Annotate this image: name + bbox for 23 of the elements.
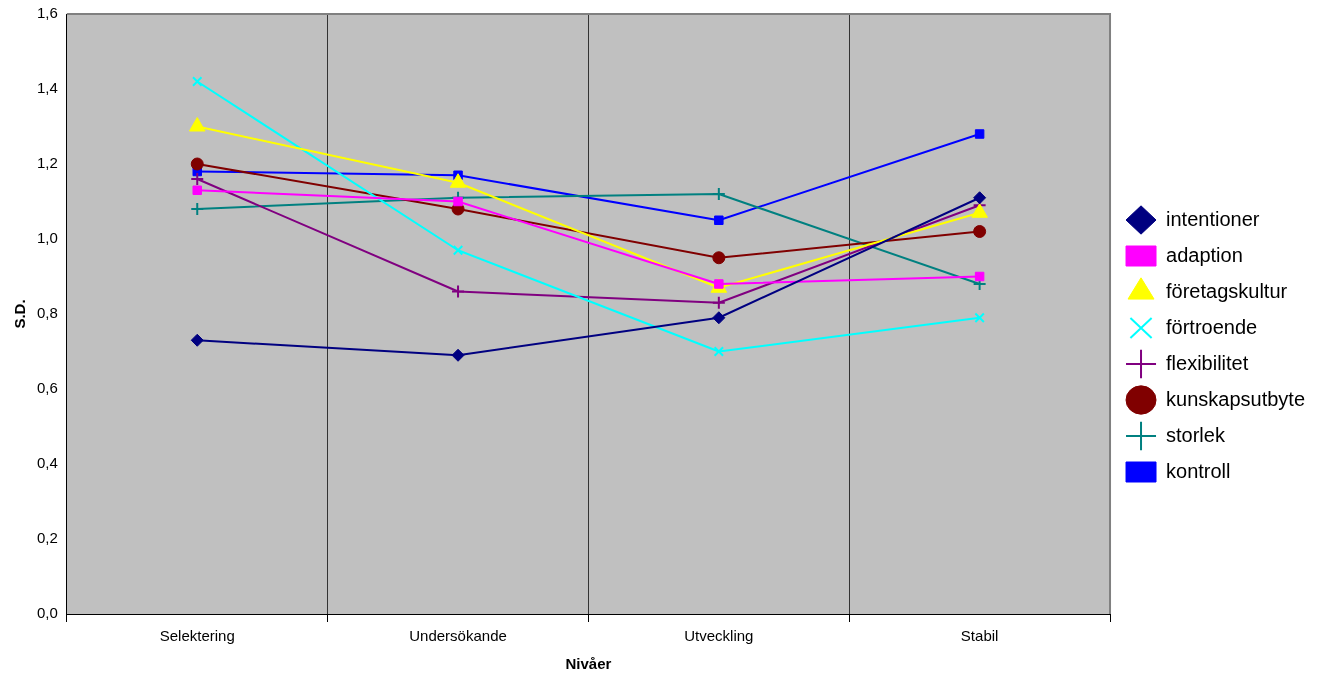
y-axis-title: S.D.: [11, 299, 29, 329]
legend-label: företagskultur: [1166, 279, 1288, 302]
x-tick-label: Stabil: [960, 627, 999, 645]
y-tick-label: 1,2: [36, 154, 58, 172]
legend-label: kunskapsutbyte: [1166, 387, 1306, 410]
x-axis-title: Nivåer: [565, 655, 612, 673]
legend-label: adaption: [1166, 243, 1243, 266]
y-tick-label: 0,0: [36, 604, 58, 622]
y-tick-label: 0,6: [36, 379, 58, 397]
y-tick-label: 1,0: [36, 229, 58, 247]
y-tick-label: 1,6: [36, 4, 58, 22]
x-tick-label: Selektering: [159, 627, 235, 645]
y-tick-label: 1,4: [36, 79, 58, 97]
x-tick-label: Undersökande: [409, 627, 507, 645]
legend-label: intentioner: [1166, 207, 1260, 230]
legend-label: förtroende: [1166, 315, 1258, 338]
legend-label: flexibilitet: [1166, 351, 1249, 374]
y-tick-label: 0,4: [36, 454, 58, 472]
y-tick-label: 0,8: [36, 304, 58, 322]
x-tick-label: Utveckling: [684, 627, 754, 645]
legend-label: kontroll: [1166, 459, 1231, 482]
legend-label: storlek: [1166, 423, 1226, 446]
y-tick-label: 0,2: [36, 529, 58, 547]
